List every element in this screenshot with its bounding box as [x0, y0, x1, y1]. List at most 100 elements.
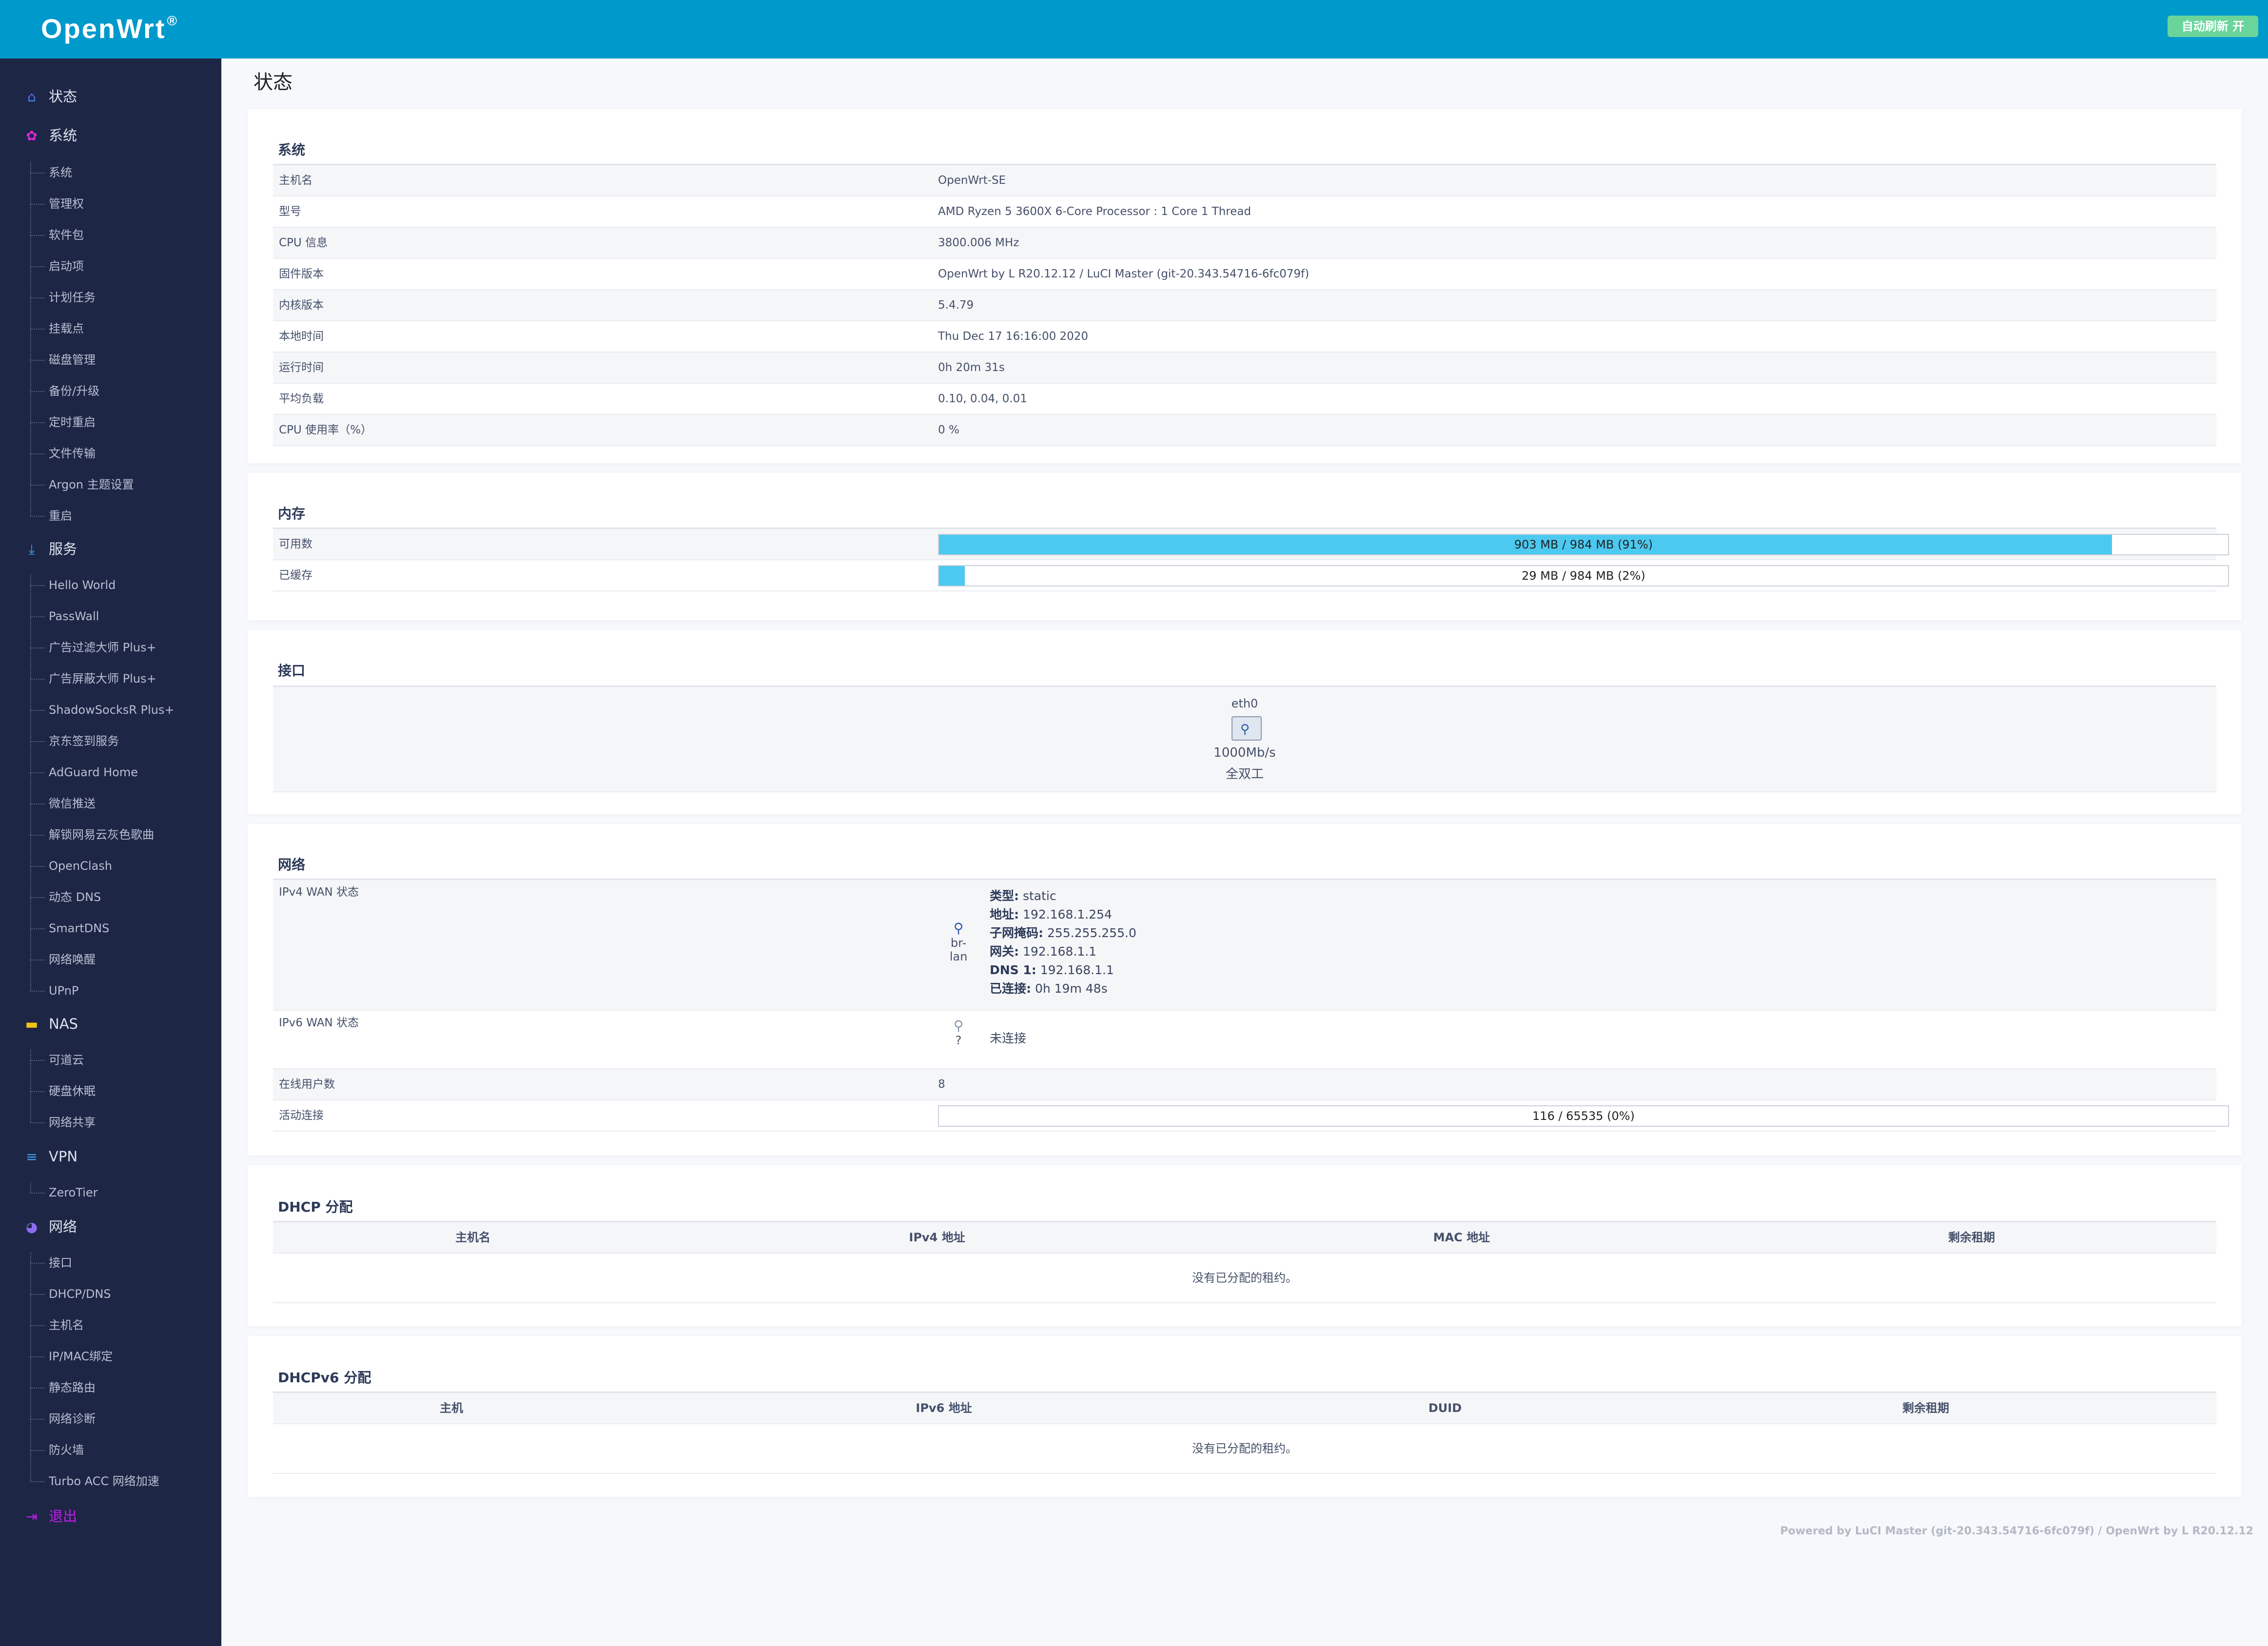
row-label: 型号	[279, 205, 301, 218]
sidebar-item-label: UPnP	[49, 984, 79, 998]
submenu-tick	[30, 1481, 45, 1482]
detail-key: 网关:	[990, 944, 1019, 959]
system-section-title: 系统	[278, 142, 306, 158]
network-section-title: 网络	[278, 857, 306, 873]
sidebar: ⌂ 状态 ✿ 系统 系统 管理权 软件包 启动项 计划任务 挂载点 磁盘管理 备份/升级 定时重…	[0, 59, 221, 1646]
row-value: 5.4.79	[938, 299, 974, 312]
column-header: DUID	[1428, 1401, 1462, 1415]
row-label: CPU 信息	[279, 236, 328, 249]
submenu-tick	[30, 1419, 45, 1420]
detail-key: 已连接:	[990, 981, 1031, 996]
ipv4-detail-line: 地址: 192.168.1.254	[990, 905, 1136, 924]
memory-available-row: 可用数 903 MB / 984 MB (91%)	[273, 529, 2229, 560]
memory-table: 可用数 903 MB / 984 MB (91%) 已缓存 29 MB / 98…	[273, 528, 2229, 591]
sidebar-item-label: 备份/升级	[49, 384, 100, 398]
submenu-rail	[30, 1252, 31, 1481]
ipv4-details: 类型: static 地址: 192.168.1.254 子网掩码: 255.255…	[990, 887, 1136, 998]
brand-logo[interactable]: OpenWrt®	[41, 13, 179, 44]
sidebar-item-label: Hello World	[49, 578, 116, 592]
sidebar-item-label: 接口	[49, 1256, 72, 1270]
sidebar-item-label: 动态 DNS	[49, 890, 101, 904]
submenu-tick	[30, 1091, 45, 1092]
active-connections-label: 活动连接	[279, 1109, 324, 1122]
submenu-tick	[30, 1356, 45, 1357]
row-label: 主机名	[279, 174, 313, 187]
active-connections-progress: 116 / 65535 (0%)	[938, 1105, 2229, 1127]
sidebar-item-label: 京东签到服务	[49, 734, 119, 748]
column-header: 剩余租期	[1948, 1231, 1995, 1244]
system-info-row: 固件版本 OpenWrt by L R20.12.12 / LuCI Master…	[273, 259, 2216, 290]
sidebar-category-label: 系统	[49, 127, 78, 144]
detail-value: 192.168.1.254	[1022, 907, 1112, 921]
sidebar-item-label: 硬盘休眠	[49, 1084, 96, 1098]
submenu-tick	[30, 772, 45, 773]
network-card: 网络 IPv4 WAN 状态 ⚲ br-lan 类型: static 地址: 19…	[248, 824, 2242, 1156]
sidebar-item-label: 计划任务	[49, 291, 96, 304]
page-title: 状态	[254, 71, 293, 94]
sidebar-item-label: PassWall	[49, 609, 99, 623]
submenu-tick	[30, 1294, 45, 1295]
submenu-tick	[30, 897, 45, 898]
column-header: 主机名	[455, 1231, 490, 1244]
sidebar-item-label: 主机名	[49, 1318, 84, 1332]
network-table: IPv4 WAN 状态 ⚲ br-lan 类型: static 地址: 192.1…	[273, 879, 2229, 1132]
detail-key: 类型:	[990, 889, 1019, 903]
system-info-row: CPU 使用率（%） 0 %	[273, 415, 2216, 446]
dhcp-card: DHCP 分配 主机名 IPv4 地址 MAC 地址 剩余租期 没有已分配的租约…	[248, 1165, 2242, 1326]
sidebar-item-label: OpenClash	[49, 859, 112, 873]
submenu-tick	[30, 585, 45, 586]
sidebar-item-label: 网络共享	[49, 1116, 96, 1129]
dhcpv6-leases-table: 主机 IPv6 地址 DUID 剩余租期 没有已分配的租约。	[273, 1391, 2216, 1474]
drive-icon: ▬	[25, 1016, 39, 1032]
sidebar-item-label: 广告过滤大师 Plus+	[49, 641, 156, 654]
submenu-tick	[30, 616, 45, 617]
row-label: 平均负载	[279, 392, 324, 405]
column-header: IPv4 地址	[909, 1231, 965, 1244]
sidebar-item-label: 网络唤醒	[49, 953, 96, 966]
ethernet-port-icon: ⚲	[1232, 716, 1262, 741]
ipv6-iface-name: ?	[955, 1034, 962, 1047]
auto-refresh-toggle[interactable]: 自动刷新 开	[2168, 16, 2258, 37]
submenu-tick	[30, 391, 45, 392]
detail-value: 255.255.255.0	[1047, 926, 1136, 940]
submenu-tick	[30, 679, 45, 680]
interface-duplex: 全双工	[1225, 767, 1264, 782]
submenu-tick	[30, 866, 45, 867]
submenu-rail	[30, 162, 31, 516]
sidebar-item-label: 系统	[49, 166, 72, 179]
submenu-tick	[30, 235, 45, 236]
row-value: AMD Ryzen 5 3600X 6-Core Processor : 1 C…	[938, 205, 1251, 218]
sidebar-item-label: 微信推送	[49, 797, 96, 810]
sidebar-category-label: 状态	[49, 88, 78, 105]
interface-eth0[interactable]: eth0 ⚲ 1000Mb/s 全双工	[273, 686, 2216, 792]
sidebar-item-label: DHCP/DNS	[49, 1287, 111, 1301]
memory-cached-row: 已缓存 29 MB / 984 MB (2%)	[273, 560, 2229, 591]
row-value: OpenWrt-SE	[938, 174, 1006, 187]
table-header-row: 主机 IPv6 地址 DUID 剩余租期	[273, 1391, 2216, 1424]
table-header-row: 主机名 IPv4 地址 MAC 地址 剩余租期	[273, 1221, 2216, 1254]
submenu-tick	[30, 360, 45, 361]
network-plug-icon: ⚲	[953, 1018, 964, 1034]
detail-key: 地址:	[990, 907, 1019, 921]
sidebar-item-label: 静态路由	[49, 1381, 96, 1394]
sidebar-item-label: 广告屏蔽大师 Plus+	[49, 672, 156, 686]
online-users-value: 8	[938, 1078, 945, 1091]
globe-icon: ◕	[25, 1219, 38, 1235]
progress-fill	[939, 566, 965, 586]
dhcp-section-title: DHCP 分配	[278, 1199, 353, 1215]
detail-value: static	[1022, 889, 1056, 903]
submenu-tick	[30, 710, 45, 711]
submenu-tick	[30, 835, 45, 836]
memory-available-text: 903 MB / 984 MB (91%)	[1514, 538, 1653, 551]
system-info-row: 本地时间 Thu Dec 17 16:16:00 2020	[273, 321, 2216, 353]
row-label: 本地时间	[279, 330, 324, 343]
empty-table-message: 没有已分配的租约。	[273, 1424, 2216, 1474]
row-value: 0h 20m 31s	[938, 361, 1005, 374]
sidebar-item-label: 网络诊断	[49, 1412, 96, 1426]
submenu-tick	[30, 485, 45, 486]
system-info-row: 内核版本 5.4.79	[273, 290, 2216, 321]
memory-section-title: 内存	[278, 506, 306, 522]
submenu-tick	[30, 173, 45, 174]
row-label: 固件版本	[279, 268, 324, 280]
submenu-tick	[30, 741, 45, 742]
